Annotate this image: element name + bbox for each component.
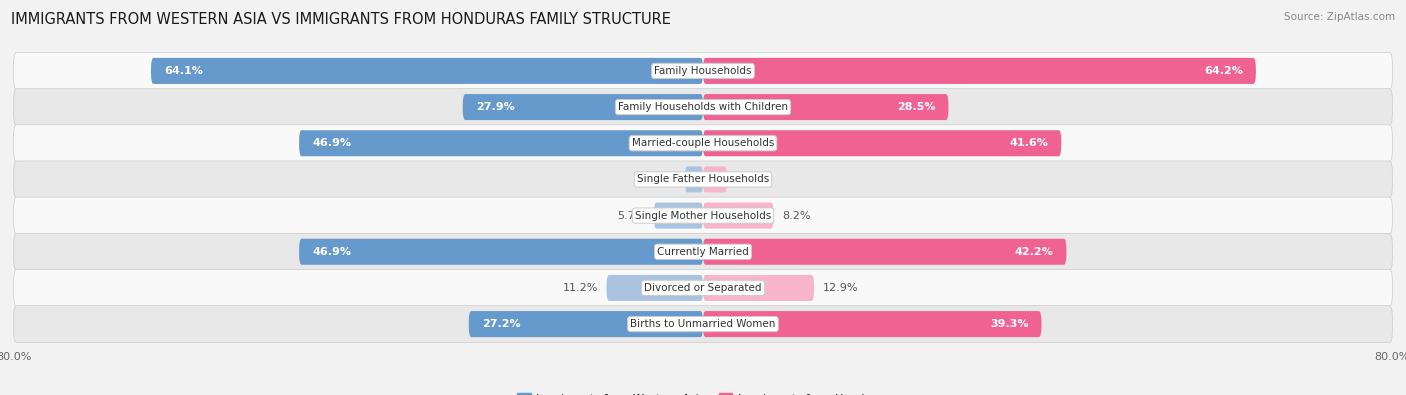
Text: Single Mother Households: Single Mother Households (636, 211, 770, 220)
FancyBboxPatch shape (703, 94, 949, 120)
Text: 2.1%: 2.1% (648, 175, 676, 184)
FancyBboxPatch shape (703, 275, 814, 301)
FancyBboxPatch shape (703, 311, 1042, 337)
Legend: Immigrants from Western Asia, Immigrants from Honduras: Immigrants from Western Asia, Immigrants… (513, 389, 893, 395)
Text: 5.7%: 5.7% (617, 211, 645, 220)
FancyBboxPatch shape (14, 53, 1392, 89)
Text: Single Father Households: Single Father Households (637, 175, 769, 184)
Text: 46.9%: 46.9% (312, 247, 352, 257)
FancyBboxPatch shape (14, 233, 1392, 270)
Text: Married-couple Households: Married-couple Households (631, 138, 775, 148)
Text: 64.1%: 64.1% (165, 66, 202, 76)
Text: Source: ZipAtlas.com: Source: ZipAtlas.com (1284, 12, 1395, 22)
Text: 42.2%: 42.2% (1015, 247, 1053, 257)
FancyBboxPatch shape (703, 166, 727, 192)
FancyBboxPatch shape (703, 130, 1062, 156)
FancyBboxPatch shape (14, 88, 1392, 126)
FancyBboxPatch shape (14, 197, 1392, 234)
Text: 27.9%: 27.9% (475, 102, 515, 112)
FancyBboxPatch shape (299, 130, 703, 156)
FancyBboxPatch shape (150, 58, 703, 84)
FancyBboxPatch shape (14, 125, 1392, 162)
FancyBboxPatch shape (299, 239, 703, 265)
FancyBboxPatch shape (703, 239, 1066, 265)
Text: 12.9%: 12.9% (823, 283, 858, 293)
Text: 11.2%: 11.2% (562, 283, 598, 293)
FancyBboxPatch shape (463, 94, 703, 120)
Text: 64.2%: 64.2% (1204, 66, 1243, 76)
FancyBboxPatch shape (606, 275, 703, 301)
FancyBboxPatch shape (468, 311, 703, 337)
FancyBboxPatch shape (654, 203, 703, 229)
Text: Family Households with Children: Family Households with Children (619, 102, 787, 112)
FancyBboxPatch shape (14, 161, 1392, 198)
Text: Divorced or Separated: Divorced or Separated (644, 283, 762, 293)
Text: 27.2%: 27.2% (482, 319, 520, 329)
FancyBboxPatch shape (703, 58, 1256, 84)
FancyBboxPatch shape (14, 306, 1392, 342)
FancyBboxPatch shape (685, 166, 703, 192)
Text: 41.6%: 41.6% (1010, 138, 1049, 148)
FancyBboxPatch shape (14, 269, 1392, 307)
Text: 8.2%: 8.2% (782, 211, 811, 220)
Text: Births to Unmarried Women: Births to Unmarried Women (630, 319, 776, 329)
Text: 39.3%: 39.3% (990, 319, 1029, 329)
Text: 28.5%: 28.5% (897, 102, 935, 112)
FancyBboxPatch shape (703, 203, 773, 229)
Text: IMMIGRANTS FROM WESTERN ASIA VS IMMIGRANTS FROM HONDURAS FAMILY STRUCTURE: IMMIGRANTS FROM WESTERN ASIA VS IMMIGRAN… (11, 12, 671, 27)
Text: Currently Married: Currently Married (657, 247, 749, 257)
Text: 46.9%: 46.9% (312, 138, 352, 148)
Text: Family Households: Family Households (654, 66, 752, 76)
Text: 2.8%: 2.8% (735, 175, 765, 184)
